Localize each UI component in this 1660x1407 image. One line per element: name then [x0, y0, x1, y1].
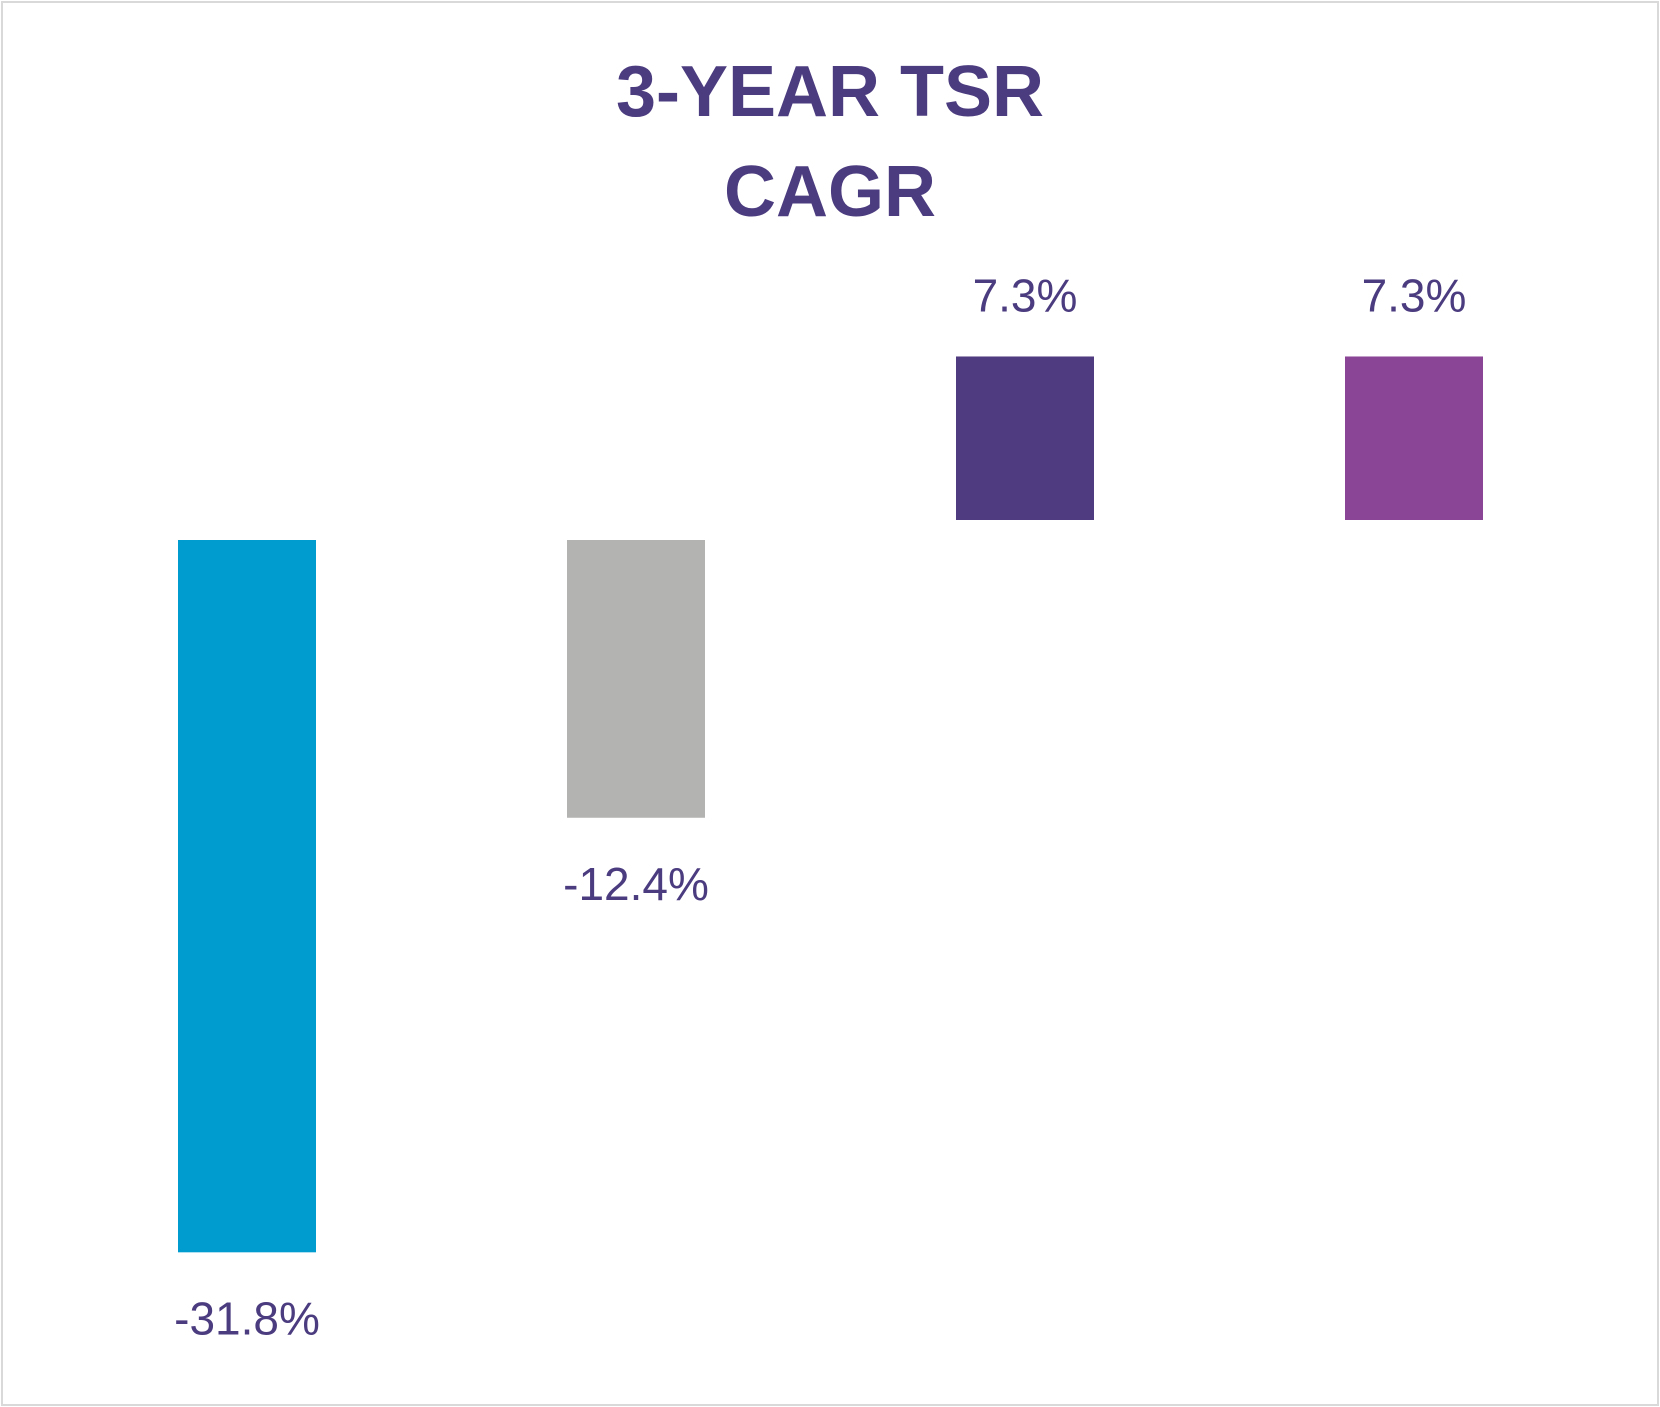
bar-3 [956, 356, 1094, 520]
bar-2 [567, 540, 705, 818]
chart-title-line-1: 3-YEAR TSR [615, 52, 1045, 132]
data-label-4: 7.3% [1362, 269, 1467, 321]
data-label-3: 7.3% [973, 269, 1078, 321]
bar-4 [1345, 356, 1483, 520]
chart-title-line-2: CAGR [724, 152, 936, 232]
data-label-2: -12.4% [563, 858, 709, 910]
bar-1 [178, 540, 316, 1253]
data-label-1: -31.8% [174, 1292, 320, 1344]
